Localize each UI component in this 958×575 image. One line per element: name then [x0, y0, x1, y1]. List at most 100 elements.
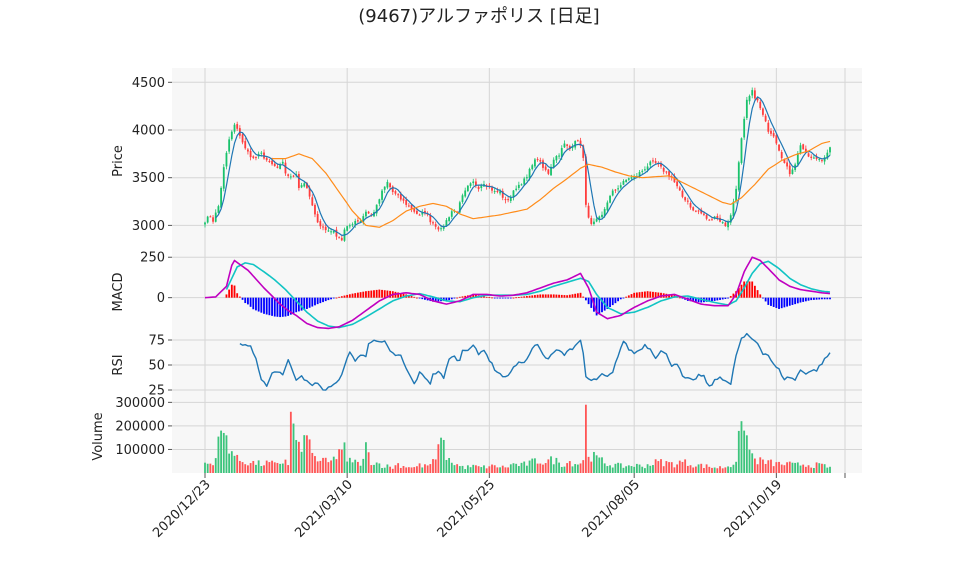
candle-body [378, 199, 381, 204]
candle-body [689, 203, 692, 208]
volume-bar [821, 463, 823, 473]
candle-body [700, 209, 703, 214]
macd-hist-bar [762, 297, 764, 299]
volume-bars [204, 404, 831, 473]
candle-body [268, 161, 271, 163]
macd-hist-bar [568, 294, 571, 298]
volume-bar [617, 462, 619, 473]
macd-hist-bar [230, 284, 233, 298]
volume-bar [271, 460, 273, 473]
volume-bar [448, 457, 451, 473]
macd-hist-bar [775, 297, 778, 308]
candle-body [727, 221, 729, 228]
macd-hist-bar [362, 291, 365, 298]
volume-bar [499, 467, 501, 473]
macd-hist-bar [512, 297, 515, 299]
y-axis-label-macd: MACD [111, 273, 126, 312]
macd-hist-bar [488, 297, 491, 298]
volume-bar [450, 462, 453, 473]
volume-bar [724, 467, 727, 473]
volume-bar [373, 464, 375, 473]
macd-hist-bar [356, 292, 359, 298]
macd-hist-bar [300, 297, 303, 311]
macd-hist-bar [359, 292, 362, 298]
macd-hist-bar [306, 297, 308, 309]
volume-bar [507, 467, 510, 473]
x-tick-label: 2021/03/10 [292, 477, 356, 541]
volume-bar [807, 465, 810, 473]
volume-bar [512, 463, 515, 473]
macd-hist-bar [697, 297, 700, 303]
volume-bar [466, 465, 469, 473]
macd-hist-bar [826, 297, 829, 300]
volume-bar [660, 459, 662, 473]
volume-bar [416, 466, 418, 473]
macd-hist-bar [810, 297, 813, 301]
volume-bar [558, 462, 560, 473]
candle-body [576, 140, 579, 142]
macd-hist-bar [555, 294, 558, 298]
rsi-line [239, 332, 831, 391]
macd-hist-bar [308, 297, 311, 308]
volume-bar [689, 465, 692, 473]
candle-body [276, 166, 279, 168]
panel-volume [172, 400, 862, 473]
candle-body [432, 222, 434, 224]
volume-bar [818, 463, 821, 473]
macd-hist-bar [644, 291, 646, 298]
candle-body [222, 167, 225, 189]
volume-bar [257, 460, 260, 473]
volume-bar [520, 462, 523, 473]
candle-body [542, 160, 544, 168]
candle-body [622, 180, 625, 185]
macd-hist-bar [574, 293, 577, 298]
candle-body [646, 166, 649, 170]
candle-body [330, 231, 332, 233]
volume-bar [740, 421, 743, 473]
macd-hist-bar [265, 297, 268, 315]
macd-hist-bar [445, 297, 448, 301]
candle-body [480, 185, 483, 188]
volume-bar [461, 465, 464, 473]
volume-bar [528, 460, 531, 473]
candle-body [630, 177, 633, 179]
candle-body [397, 194, 400, 196]
macd-hist-bar [692, 297, 695, 302]
volume-bar [719, 466, 721, 473]
candle-body [711, 219, 713, 221]
volume-bar [303, 435, 306, 473]
candle-body [767, 122, 770, 132]
macd-hist-bar [375, 289, 378, 298]
volume-bar [410, 467, 413, 473]
macd-hist-bar [365, 291, 367, 298]
candle-body [493, 191, 496, 193]
candle-body [547, 169, 550, 174]
volume-bar [338, 449, 341, 473]
volume-bar [633, 466, 636, 473]
volume-bar [343, 442, 346, 473]
macd-hist-bar [437, 297, 440, 302]
candle-body [812, 157, 815, 159]
macd-hist-bar [812, 297, 815, 300]
volume-bar [332, 456, 335, 473]
volume-bar [697, 464, 700, 473]
candle-body [681, 190, 684, 197]
candle-body [539, 160, 542, 162]
candle-body [756, 98, 759, 101]
candle-body [466, 185, 469, 192]
volume-bar [745, 435, 748, 473]
volume-bar [458, 466, 461, 473]
candle-body [772, 133, 775, 137]
candle-body [523, 178, 526, 185]
macd-hist-bar [289, 297, 292, 315]
macd-hist-bar [764, 297, 767, 302]
volume-bar [252, 460, 255, 473]
volume-bar [247, 465, 249, 473]
volume-bar [362, 458, 365, 473]
macd-hist-bar [534, 295, 536, 298]
volume-bar [220, 430, 223, 473]
volume-bar [764, 463, 767, 473]
macd-hist-bar [260, 297, 263, 313]
macd-hist-bar [560, 294, 563, 298]
macd-hist-bar [249, 297, 252, 307]
